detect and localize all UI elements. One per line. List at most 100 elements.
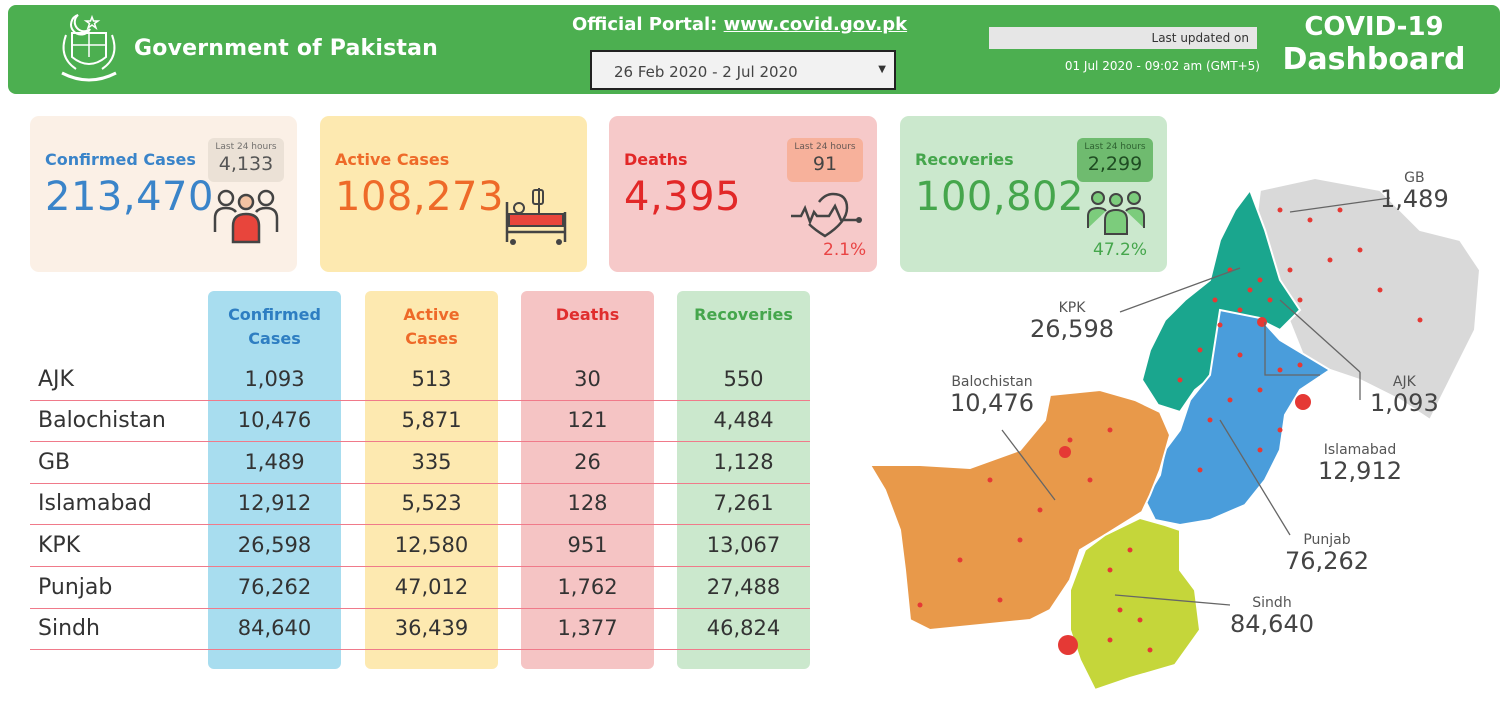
deaths-cell: 30 xyxy=(574,367,601,391)
quetta-marker xyxy=(1059,446,1071,458)
map-label-name: AJK xyxy=(1392,374,1416,390)
map-label-name: Islamabad xyxy=(1323,442,1397,458)
active-cell: 12,580 xyxy=(394,533,469,557)
heartbeat-icon xyxy=(791,192,862,238)
map-label-value: 26,598 xyxy=(1030,315,1114,344)
map-label-name: GB xyxy=(1404,170,1425,186)
region-name: Islamabad xyxy=(38,491,152,516)
map-label-punjab: Punjab 76,262 xyxy=(1285,532,1369,576)
region-name: Balochistan xyxy=(38,408,166,433)
active-cases-label: Active Cases xyxy=(335,150,450,169)
last-updated-time: 01 Jul 2020 - 09:02 am (GMT+5) xyxy=(1064,59,1260,73)
row-divider xyxy=(30,608,810,609)
active-column-header: Active Cases xyxy=(365,303,498,351)
header-line: Confirmed xyxy=(228,305,321,324)
confirmed-24h-value: 4,133 xyxy=(218,153,274,175)
case-markers xyxy=(917,207,1423,653)
confirmed-cell: 26,598 xyxy=(237,533,312,557)
date-range-value: 26 Feb 2020 - 2 Jul 2020 xyxy=(614,63,798,81)
table-row: GB 1,489 335 26 1,128 xyxy=(30,443,810,484)
portal-label: Official Portal: xyxy=(572,14,718,35)
region-name: KPK xyxy=(38,533,81,558)
map-label-value: 76,262 xyxy=(1285,547,1369,576)
last-updated-label: Last updated on xyxy=(989,27,1257,49)
deaths-24h-value: 91 xyxy=(812,153,838,175)
pakistan-map: GB 1,489 KPK 26,598 Balochistan 10,476 A… xyxy=(860,150,1505,695)
map-label-value: 84,640 xyxy=(1230,610,1314,639)
deaths-value: 4,395 xyxy=(624,174,742,220)
deaths-last-24h: Last 24 hours 91 xyxy=(787,138,863,182)
active-cell: 36,439 xyxy=(394,616,469,640)
deaths-cell: 951 xyxy=(567,533,608,557)
header-line: Active xyxy=(403,305,460,324)
recovery-rate: 47.2% xyxy=(1093,240,1148,260)
recoveries-cell: 27,488 xyxy=(706,575,781,599)
map-label-value: 12,912 xyxy=(1318,457,1402,486)
header-bar: Government of Pakistan Official Portal: … xyxy=(8,5,1500,94)
map-label-value: 10,476 xyxy=(950,389,1034,418)
deaths-cell: 121 xyxy=(567,408,608,432)
pakistan-emblem-icon xyxy=(61,14,117,82)
active-cell: 5,871 xyxy=(401,408,462,432)
region-sindh xyxy=(1069,516,1202,692)
recoveries-cell: 550 xyxy=(723,367,764,391)
map-label-sindh: Sindh 84,640 xyxy=(1230,595,1314,639)
date-range-select[interactable]: 26 Feb 2020 - 2 Jul 2020 ▼ xyxy=(590,50,896,90)
active-cases-card: Active Cases 108,273 xyxy=(320,116,587,272)
map-label-kpk: KPK 26,598 xyxy=(1030,300,1114,344)
map-label-name: KPK xyxy=(1058,300,1086,316)
recoveries-last-24h: Last 24 hours 2,299 xyxy=(1077,138,1153,182)
row-divider xyxy=(30,441,810,442)
map-label-gb: GB 1,489 xyxy=(1380,170,1449,214)
confirmed-cell: 84,640 xyxy=(237,616,312,640)
header-line: Cases xyxy=(248,329,301,348)
recoveries-label: Recoveries xyxy=(915,150,1014,169)
last-24h-label: Last 24 hours xyxy=(215,142,277,152)
active-column-bg xyxy=(365,291,498,669)
confirmed-cases-label: Confirmed Cases xyxy=(45,150,196,169)
confirmed-cases-card: Confirmed Cases 213,470 Last 24 hours 4,… xyxy=(30,116,297,272)
confirmed-cases-value: 213,470 xyxy=(45,174,214,220)
dashboard-title: COVID-19 Dashboard xyxy=(1274,12,1474,77)
dashboard-title-line1: COVID-19 xyxy=(1304,12,1444,42)
table-row: Punjab 76,262 47,012 1,762 27,488 xyxy=(30,568,810,609)
map-label-name: Punjab xyxy=(1303,532,1351,548)
official-portal: Official Portal: www.covid.gov.pk xyxy=(572,14,907,35)
map-label-ajk: AJK 1,093 xyxy=(1370,374,1439,418)
confirmed-cell: 1,489 xyxy=(244,450,305,474)
row-divider xyxy=(30,524,810,525)
header-line: Cases xyxy=(405,329,458,348)
deaths-column-header: Deaths xyxy=(555,305,620,324)
dropdown-caret-icon: ▼ xyxy=(878,64,886,75)
recovered-people-icon xyxy=(1087,191,1145,235)
confirmed-cell: 76,262 xyxy=(237,575,312,599)
deaths-cell: 26 xyxy=(574,450,601,474)
confirmed-column-bg xyxy=(208,291,341,669)
dashboard-title-line2: Dashboard xyxy=(1282,41,1466,77)
active-cases-value: 108,273 xyxy=(335,174,504,220)
deaths-cell: 128 xyxy=(567,491,608,515)
hospital-bed-icon xyxy=(505,188,567,245)
row-divider xyxy=(30,649,810,650)
map-label-value: 1,093 xyxy=(1370,389,1439,418)
portal-link[interactable]: www.covid.gov.pk xyxy=(723,14,908,35)
recoveries-24h-value: 2,299 xyxy=(1087,153,1143,175)
region-name: AJK xyxy=(38,367,74,392)
deaths-cell: 1,762 xyxy=(557,575,618,599)
confirmed-cell: 12,912 xyxy=(237,491,312,515)
recoveries-value: 100,802 xyxy=(915,174,1084,220)
recoveries-card: Recoveries 100,802 Last 24 hours 2,299 4… xyxy=(900,116,1167,272)
map-label-islamabad: Islamabad 12,912 xyxy=(1318,442,1402,486)
table-row: KPK 26,598 12,580 951 13,067 xyxy=(30,526,810,567)
recoveries-cell: 13,067 xyxy=(706,533,781,557)
row-divider xyxy=(30,566,810,567)
region-punjab xyxy=(1143,308,1332,527)
map-label-value: 1,489 xyxy=(1380,185,1449,214)
recoveries-column-header: Recoveries xyxy=(694,305,793,324)
active-cell: 5,523 xyxy=(401,491,462,515)
map-label-name: Balochistan xyxy=(951,374,1033,390)
region-name: GB xyxy=(38,450,71,475)
confirmed-cell: 1,093 xyxy=(244,367,305,391)
active-cell: 513 xyxy=(411,367,452,391)
table-row: Islamabad 12,912 5,523 128 7,261 xyxy=(30,484,810,525)
